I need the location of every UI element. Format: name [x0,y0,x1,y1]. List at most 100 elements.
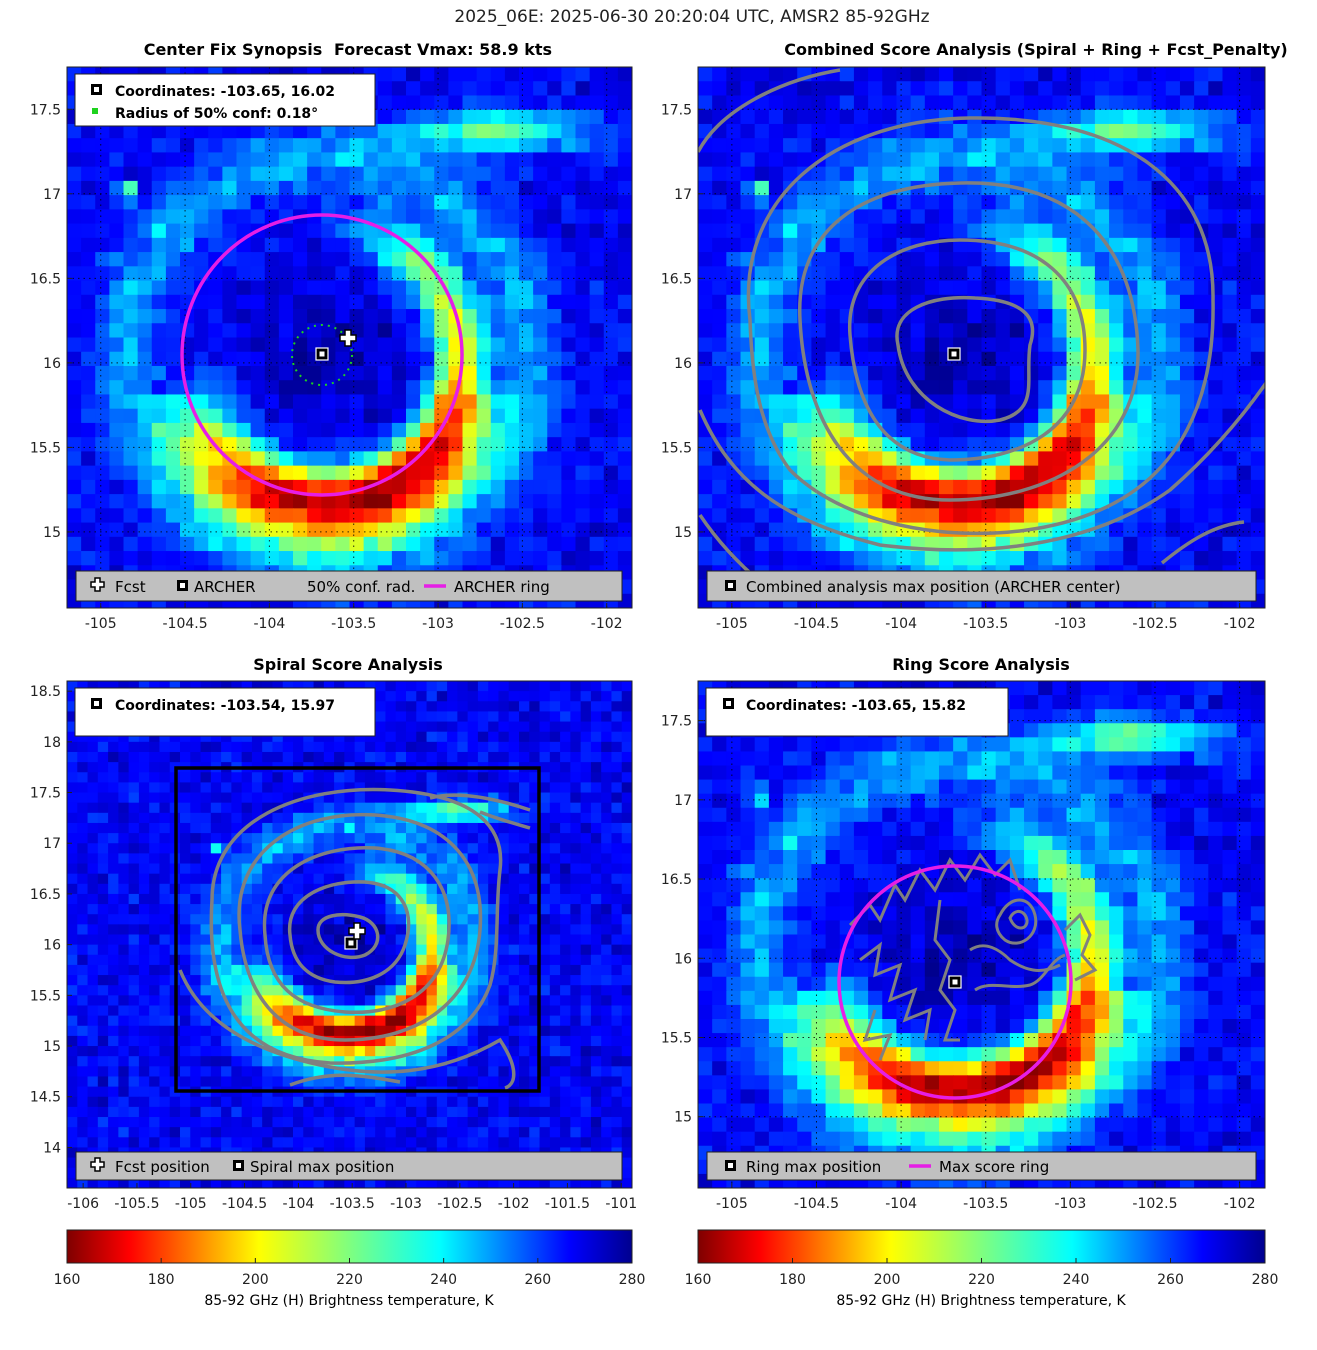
heat-cell [504,294,520,310]
heat-cell [457,741,469,753]
heat-cell [1151,437,1167,452]
heat-cell [335,451,351,467]
heat-cell [323,985,335,996]
heat-cell [272,893,284,905]
heat-cell [363,294,379,310]
heat-cell [200,792,212,804]
heat-cell [825,309,841,324]
heat-cell [385,863,397,875]
heat-cell [200,975,212,986]
heat-cell [426,863,438,875]
heat-cell [560,822,571,834]
heat-cell [539,883,551,895]
heat-cell [617,309,632,324]
heat-cell [547,394,562,410]
heat-cell [97,873,109,885]
heat-cell [603,209,619,225]
heat-cell [811,280,827,296]
heat-cell [617,252,632,267]
heat-cell [303,772,315,783]
heat-cell [313,772,325,783]
heat-cell [1236,195,1252,210]
heat-cell [477,1015,489,1027]
heat-cell [924,123,940,139]
heat-cell [323,934,335,946]
heat-cell [159,944,171,956]
heat-cell [426,924,438,936]
heat-cell [589,337,605,353]
heat-cell [149,812,161,824]
heat-cell [1052,451,1068,467]
heat-cell [611,964,623,976]
heat-cell [436,782,448,794]
heat-cell [344,1025,356,1037]
heat-cell [589,223,605,239]
heat-cell [416,944,428,956]
heat-cell [462,252,478,267]
heat-cell [264,294,280,310]
heat-cell [938,81,954,97]
heat-cell [575,67,591,82]
heat-cell [938,209,954,225]
heat-cell [138,792,150,804]
heat-cell [580,762,592,773]
heat-cell [621,954,632,966]
heat-cell [1151,408,1167,424]
heat-cell [590,873,602,885]
heat-cell [477,873,489,885]
heat-cell [726,536,742,552]
heat-cell [151,266,167,282]
heat-cell [95,380,110,396]
heat-cell [712,494,727,509]
heat-cell [1151,451,1167,467]
heat-cell [282,954,294,966]
heat-cell [549,934,561,946]
heat-cell [364,822,376,834]
heat-cell [241,843,253,854]
heat-cell [504,152,520,168]
heat-cell [434,465,449,481]
heat-cell [882,294,898,310]
heat-cell [210,681,222,692]
heat-cell [560,924,571,936]
heat-cell [250,494,266,509]
heat-cell [504,494,520,509]
heat-cell [303,1025,315,1037]
heat-cell [250,380,266,396]
heat-cell [467,985,479,996]
heat-cell [698,536,713,552]
heat-cell [395,985,407,996]
heat-cell [264,180,280,196]
heat-cell [601,975,613,986]
heat-cell [67,904,78,915]
heat-cell [580,995,592,1007]
heat-cell [570,751,582,763]
heat-cell [839,266,855,282]
heat-cell [81,294,96,310]
heat-cell [882,237,898,253]
heat-cell [467,731,479,743]
heat-cell [278,351,294,367]
heat-cell [447,691,458,702]
heat-cell [67,944,78,956]
heat-cell [364,883,376,895]
heat-cell [1236,508,1252,524]
y-tick-label: 16 [43,356,61,372]
heat-cell [165,309,181,324]
heat-cell [364,731,376,743]
heat-cell [447,883,458,895]
heat-cell [221,954,232,966]
heat-cell [519,883,530,895]
heat-cell [603,351,619,367]
heat-cell [896,166,912,182]
heat-cell [617,351,632,367]
heat-cell [420,408,435,424]
heat-cell [210,904,222,915]
heat-cell [868,280,883,296]
heat-cell [924,81,940,97]
heat-cell [549,731,561,743]
heat-cell [712,294,727,310]
heat-cell [575,252,591,267]
heat-cell [1009,209,1025,225]
heat-cell [519,741,530,753]
